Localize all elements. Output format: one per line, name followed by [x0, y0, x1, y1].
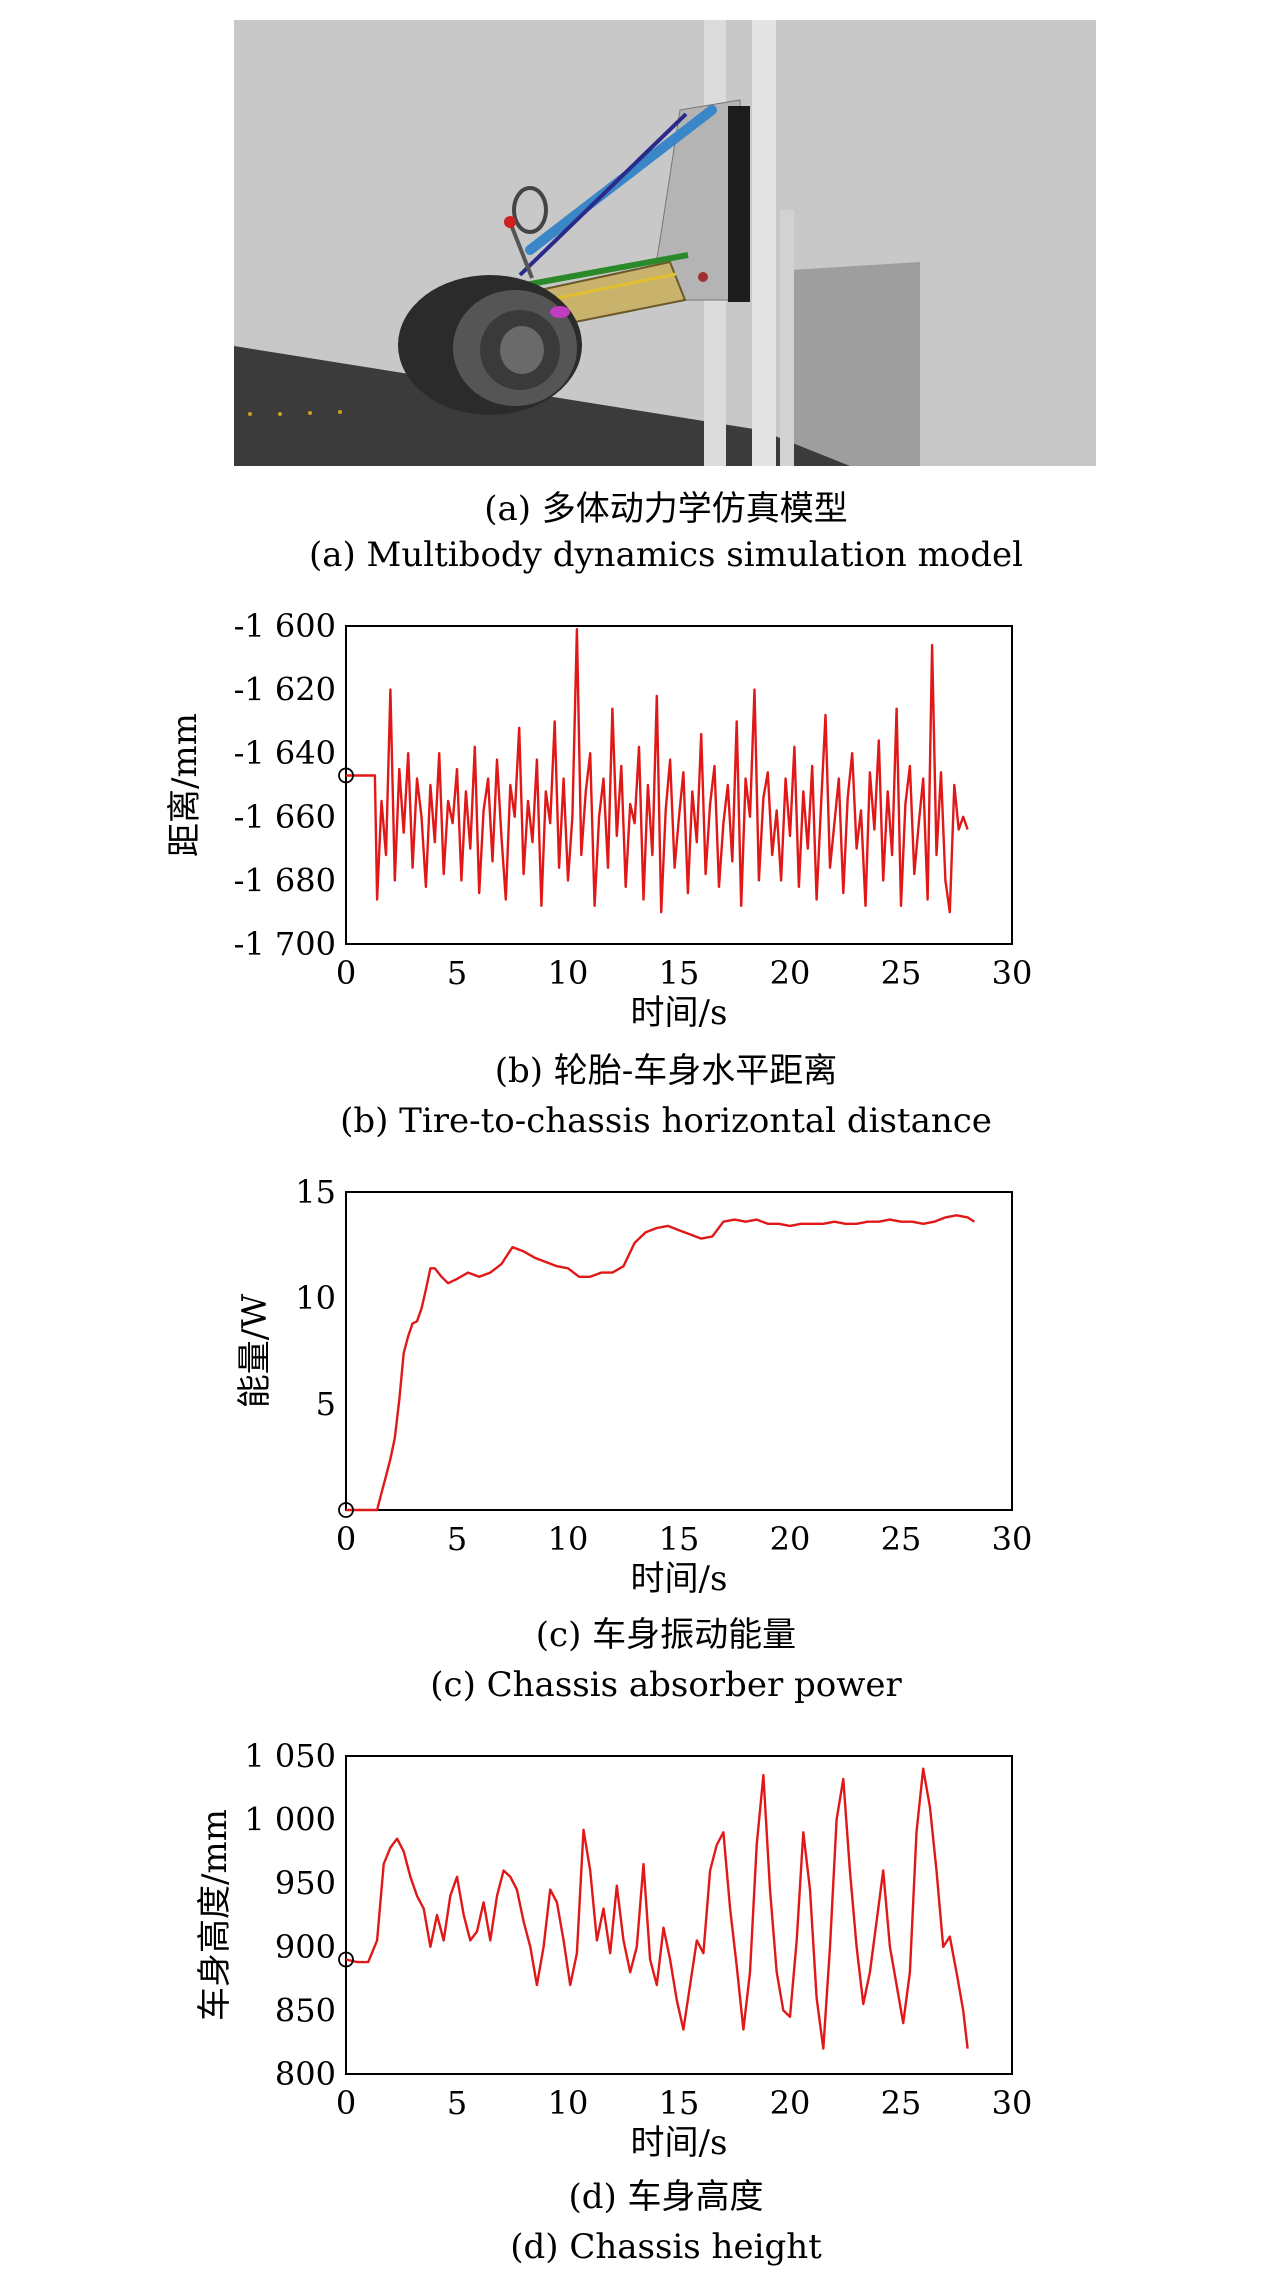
chart-b-ytick-label: -1 640 [234, 734, 336, 772]
chart-d-ylabel: 车身高度/mm [195, 1809, 235, 2021]
chart-b-xtick-label: 25 [881, 954, 922, 992]
ground-ramp [234, 346, 850, 466]
chart-c-xlabel: 时间/s [631, 1559, 728, 1599]
support-beam-right [752, 20, 776, 466]
hub-joint [550, 306, 570, 318]
chart-b-xtick-label: 15 [659, 954, 700, 992]
chart-c-xtick-label: 10 [548, 1520, 589, 1558]
chart-c-origin-marker [338, 1502, 354, 1518]
chart-b-ytick-label: -1 600 [234, 607, 336, 645]
chart-c-xtick-label: 20 [770, 1520, 811, 1558]
chart-b-ytick-label: -1 700 [234, 925, 336, 963]
chart-d-plot-frame [345, 1755, 1013, 2075]
drag-strut [525, 105, 717, 255]
chart-b-ytick-label: -1 620 [234, 671, 336, 709]
chart-c-xtick-label: 5 [447, 1520, 467, 1558]
chart-c-xtick-label: 25 [881, 1520, 922, 1558]
chart-d-yticks: 800 850 900 950 1 000 1 050 [244, 1737, 336, 2093]
chart-c-caption-en: (c) Chassis absorber power [430, 1665, 902, 1705]
chart-b-xlabel: 时间/s [631, 993, 728, 1033]
chart-d-xtick-label: 20 [770, 2084, 811, 2122]
chart-d-caption-cn: (d) 车身高度 [568, 2177, 763, 2217]
chart-b-xtick-label: 20 [770, 954, 811, 992]
chart-c-ytick-label: 10 [295, 1279, 336, 1317]
red-marker [504, 216, 516, 228]
chart-b: -1 600 -1 620 -1 640 -1 660 -1 680 -1 700 0 5 1… [165, 607, 1033, 1141]
chart-b-xtick-label: 5 [447, 954, 467, 992]
chart-b-ytick-label: -1 660 [234, 798, 336, 836]
chart-d-caption-en: (d) Chassis height [510, 2227, 822, 2267]
chart-c-ytick-label: 15 [295, 1173, 336, 1211]
chart-c-xtick-label: 30 [992, 1520, 1033, 1558]
chart-d-xtick-label: 0 [336, 2084, 356, 2122]
lower-arm [524, 252, 689, 288]
chart-d-ytick-label: 850 [275, 1991, 336, 2029]
chart-b-xtick-label: 10 [548, 954, 589, 992]
chart-d-xticks: 0 5 10 15 20 25 30 [336, 2084, 1033, 2122]
bracket-bar [728, 106, 750, 302]
pivot-bolt [698, 272, 708, 282]
chart-c-panel: 5 10 15 0 5 10 15 20 25 30 能量/W 时间/s (c) 车身振动能量 … [0, 1168, 1276, 1728]
chart-b-caption-en: (b) Tire-to-chassis horizontal distance [340, 1101, 992, 1141]
chart-d-xtick-label: 10 [548, 2084, 589, 2122]
chart-b-caption-cn: (b) 轮胎-车身水平距离 [495, 1051, 838, 1091]
chart-d-xtick-label: 30 [992, 2084, 1033, 2122]
chart-c-xtick-label: 0 [336, 1520, 356, 1558]
absorber-rod [547, 272, 677, 302]
model-render: (a) 多体动力学仿真模型 (a) Multibody dynamics sim… [234, 20, 1096, 575]
chart-b-series-line [346, 628, 969, 914]
chart-c-xticks: 0 5 10 15 20 25 30 [336, 1520, 1033, 1558]
chart-c-yticks: 5 10 15 [295, 1173, 336, 1423]
chart-b-xtick-label: 30 [992, 954, 1033, 992]
chart-d: 800 850 900 950 1 000 1 050 0 5 10 15 20 25 30 车身高度… [195, 1737, 1033, 2267]
chart-b-origin-marker [338, 767, 354, 784]
chart-b-yticks: -1 600 -1 620 -1 640 -1 660 -1 680 -1 700 [234, 607, 336, 963]
chart-d-panel: 800 850 900 950 1 000 1 050 0 5 10 15 20 25 30 车身高度… [0, 1734, 1276, 2282]
chart-d-xtick-label: 15 [659, 2084, 700, 2122]
chart-b-panel: -1 600 -1 620 -1 640 -1 660 -1 680 -1 700 0 5 1… [0, 600, 1276, 1160]
chart-b-xticks: 0 5 10 15 20 25 30 [336, 954, 1033, 992]
chart-d-xtick-label: 5 [447, 2084, 467, 2122]
chart-b-plot-frame [345, 625, 1013, 945]
model-panel: (a) 多体动力学仿真模型 (a) Multibody dynamics sim… [0, 0, 1276, 580]
chart-d-series-line [345, 1767, 969, 2050]
chart-d-xtick-label: 25 [881, 2084, 922, 2122]
chart-c-caption-cn: (c) 车身振动能量 [536, 1615, 796, 1655]
chart-d-xlabel: 时间/s [631, 2123, 728, 2163]
chart-d-ytick-label: 800 [275, 2055, 336, 2093]
chart-c-ylabel: 能量/W [235, 1294, 275, 1408]
caption-a-en: (a) Multibody dynamics simulation model [309, 535, 1023, 575]
chart-c-xtick-label: 15 [659, 1520, 700, 1558]
chart-d-origin-marker [338, 1951, 354, 1968]
chart-c-series-line [346, 1214, 975, 1512]
chart-d-ytick-label: 900 [275, 1928, 336, 1966]
chart-c-ytick-label: 5 [316, 1385, 336, 1423]
steering-wheel-icon [512, 186, 548, 234]
chart-b-xtick-label: 0 [336, 954, 356, 992]
ground-markers [248, 410, 342, 416]
chart-b-ytick-label: -1 680 [234, 861, 336, 899]
side-block [790, 262, 920, 466]
caption-a-cn: (a) 多体动力学仿真模型 [484, 489, 848, 529]
support-beam-shadow [780, 210, 794, 466]
chart-d-ytick-label: 950 [275, 1864, 336, 1902]
chart-b-ylabel: 距离/mm [165, 713, 205, 857]
chart-d-ytick-label: 1 000 [244, 1801, 336, 1839]
wheel-hub [500, 326, 544, 374]
chart-c-plot-frame [345, 1191, 1013, 1511]
steering-column [508, 221, 534, 279]
chart-d-ytick-label: 1 050 [244, 1737, 336, 1775]
upper-link [518, 112, 688, 277]
bracket-plate [649, 99, 741, 301]
